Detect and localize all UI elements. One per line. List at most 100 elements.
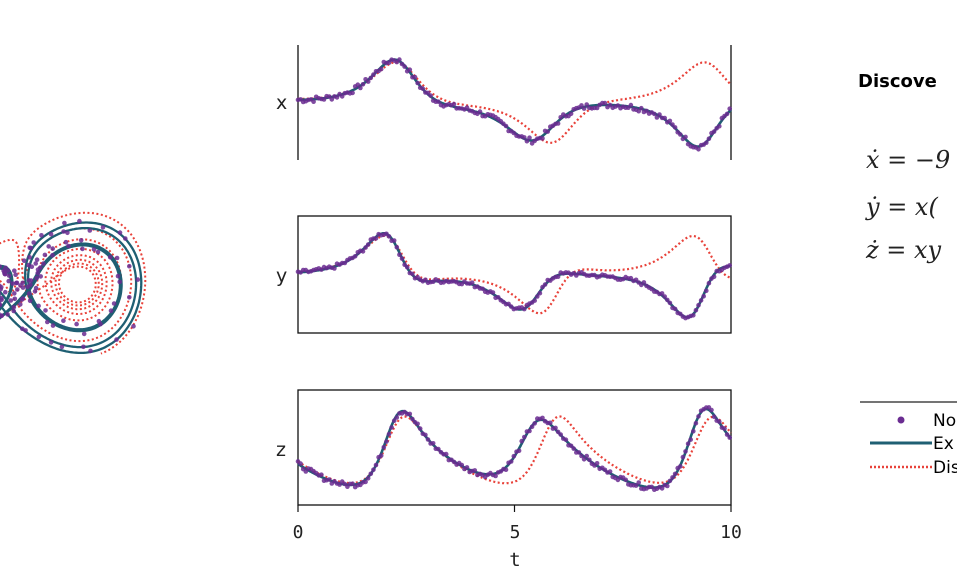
series-point [397,252,402,258]
phase-point [0,302,3,308]
subplot-x: x [276,45,733,160]
series-point [503,467,509,473]
phase-point [33,285,39,291]
series-point [384,439,389,444]
phase-point [114,337,119,342]
phase-point [21,258,27,264]
xtick-10: 10 [720,522,742,543]
phase-point [31,240,36,245]
series-point [563,437,569,443]
series-point [659,486,665,491]
series-point [410,271,415,277]
series-point [430,441,436,446]
series-point [594,105,600,111]
phase-point [74,321,79,327]
series-point [490,290,496,295]
phase-point [12,296,18,302]
series-point [386,60,392,65]
series-point [659,291,665,296]
phase-point [34,257,40,263]
phase-point [19,297,25,302]
phase-point [36,334,42,340]
series-point [633,483,639,488]
series-point [665,297,670,303]
phase-point [27,291,32,296]
series-point [436,446,441,452]
series-point [657,112,662,117]
series-point [425,437,431,442]
series-point [704,288,709,294]
series-point [698,298,704,303]
ylabel-x: x [276,92,287,114]
series-point [391,238,397,243]
series-point [391,418,397,424]
phase-point [38,274,43,279]
phase-point [0,283,2,289]
series-point [667,300,673,306]
phase-point [0,292,1,296]
series-point [365,79,371,84]
series-point [321,97,327,102]
series-point [727,263,732,268]
series-point [553,425,558,431]
series-point [532,421,537,426]
series-point [373,462,379,468]
series-point [394,245,400,250]
series-point [329,97,335,102]
series-point [394,415,400,420]
series-point [469,280,475,286]
series-point [706,136,712,141]
series-point [587,457,592,463]
phase-point [117,279,122,285]
phase-point [95,249,101,255]
xtick-0: 0 [293,522,304,543]
series-point [436,99,441,104]
equation-x: ẋ = −9 [866,146,950,174]
series-point [623,477,628,483]
legend-entry-noisy: No [897,411,956,431]
phase-point [135,277,141,282]
ylabel-y: y [276,265,287,287]
series-point [368,75,374,81]
phase-point [80,246,85,252]
series-point [363,245,368,250]
phase-point [0,313,5,318]
phase-point [38,265,43,270]
phase-point [6,273,12,278]
series-point [696,414,701,419]
series-point [410,416,415,422]
series-point [381,445,387,450]
legend-label-exact: Ex [933,434,954,454]
phase-point [114,255,120,261]
series-point [503,123,509,129]
phase-point [27,298,33,304]
time-series-panels: x y z 0 5 10 t [276,45,742,571]
phase-point [33,261,38,266]
phase-point [8,298,14,303]
phase-point [3,289,8,295]
phase-point [45,319,50,325]
series-point [652,111,657,117]
series-point [607,469,613,474]
series-point [579,103,584,108]
series-point [594,461,600,466]
series-point [672,306,678,312]
series-point [415,421,420,427]
phase-point [108,308,114,314]
series-point [386,234,392,239]
series-point [402,64,407,69]
phase-point [66,243,71,249]
series-point [443,451,449,457]
series-point [691,429,696,434]
phase-point [65,230,70,236]
xlabel-t: t [509,549,520,571]
series-point [459,462,465,468]
series-point [717,419,722,425]
phase-point [18,302,23,307]
legend: No Ex Dis [860,401,957,478]
phase-point [12,291,17,296]
phase-point [0,297,4,303]
series-point [527,428,532,434]
series-point [522,306,527,312]
